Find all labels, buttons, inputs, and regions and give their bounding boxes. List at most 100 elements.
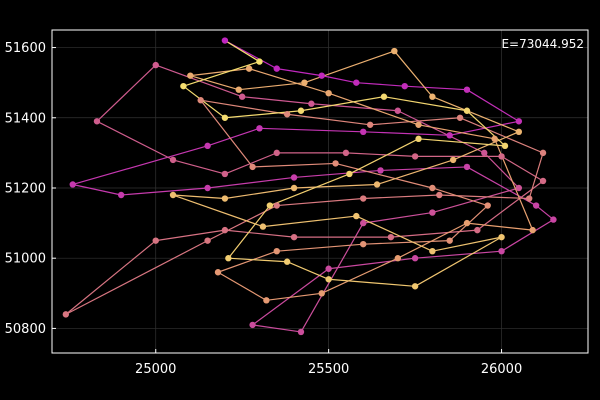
tour-point bbox=[515, 118, 523, 125]
tour-segment bbox=[370, 117, 461, 126]
tour-segment bbox=[228, 257, 288, 263]
tour-segment bbox=[432, 187, 520, 214]
tour-point bbox=[197, 97, 204, 104]
tour-point bbox=[515, 184, 523, 192]
tour-point bbox=[225, 255, 232, 262]
tour-point bbox=[235, 86, 242, 93]
tour-point bbox=[245, 65, 253, 72]
tour-point bbox=[429, 209, 436, 216]
tour-point bbox=[484, 202, 491, 209]
tour-segment bbox=[397, 110, 485, 154]
tour-point bbox=[283, 111, 291, 118]
tour-segment bbox=[363, 194, 440, 200]
tour-segment bbox=[190, 75, 239, 91]
tour-segment bbox=[397, 222, 468, 259]
tour-segment bbox=[121, 187, 208, 196]
tour-point bbox=[353, 79, 360, 86]
x-tick-label: 25500 bbox=[308, 362, 349, 377]
tour-segment bbox=[356, 215, 433, 252]
tour-point bbox=[308, 100, 315, 107]
tour-segment bbox=[276, 197, 364, 207]
tour-point bbox=[401, 82, 408, 90]
tour-segment bbox=[96, 64, 157, 122]
tour-point bbox=[93, 118, 101, 125]
tour-segment bbox=[224, 229, 295, 238]
tour-point bbox=[529, 226, 536, 234]
tour-point bbox=[325, 276, 332, 283]
tour-segment bbox=[300, 96, 385, 112]
tour-point bbox=[366, 121, 374, 128]
tour-segment bbox=[432, 187, 488, 207]
tour-point bbox=[273, 149, 280, 157]
tour-point bbox=[360, 195, 367, 202]
tour-point bbox=[332, 160, 339, 167]
y-tick-label: 51000 bbox=[5, 252, 46, 267]
tour-segment bbox=[528, 152, 544, 199]
tour-point bbox=[69, 181, 76, 188]
tour-segment bbox=[311, 103, 398, 112]
tour-segment bbox=[383, 96, 468, 112]
tour-point bbox=[263, 297, 270, 304]
tour-point bbox=[391, 47, 398, 55]
y-tick-label: 50800 bbox=[5, 322, 46, 337]
tour-segment bbox=[269, 173, 350, 207]
tour-point bbox=[474, 226, 481, 234]
tour-point bbox=[221, 195, 229, 202]
tour-point bbox=[266, 202, 274, 209]
tour-point bbox=[273, 202, 280, 209]
tour-lines bbox=[65, 40, 554, 333]
tour-point bbox=[373, 181, 381, 188]
tour-point bbox=[214, 269, 222, 276]
tour-point bbox=[318, 290, 325, 297]
tour-point bbox=[152, 61, 159, 69]
tour-points bbox=[62, 37, 557, 336]
tour-point bbox=[539, 177, 547, 185]
plot-frame bbox=[51, 29, 589, 354]
tour-segment bbox=[207, 176, 295, 189]
tour-segment bbox=[304, 50, 395, 84]
tour-segment bbox=[349, 138, 419, 175]
tour-point bbox=[259, 223, 267, 230]
tour-segment bbox=[217, 271, 267, 301]
tour-segment bbox=[183, 61, 260, 87]
tour-point bbox=[394, 255, 402, 262]
tour-segment bbox=[155, 229, 225, 242]
tour-segment bbox=[345, 152, 416, 157]
x-tick-label: 26000 bbox=[481, 362, 522, 377]
tour-point bbox=[377, 167, 384, 174]
tour-segment bbox=[238, 82, 305, 91]
tour-point bbox=[301, 79, 308, 86]
tour-segment bbox=[335, 162, 433, 189]
tour-segment bbox=[439, 194, 530, 200]
tour-segment bbox=[276, 68, 322, 77]
tour-point bbox=[463, 163, 471, 171]
tour-segment bbox=[72, 183, 122, 196]
tour-point bbox=[290, 233, 298, 241]
tour-segment bbox=[328, 257, 416, 270]
tour-point bbox=[221, 37, 229, 44]
tour-point bbox=[411, 153, 419, 160]
tour-point bbox=[429, 184, 436, 192]
tour-segment bbox=[65, 240, 157, 315]
tour-point bbox=[169, 156, 177, 164]
tour-point bbox=[283, 258, 291, 265]
tour-point bbox=[238, 93, 246, 100]
y-tick-label: 51400 bbox=[5, 111, 46, 126]
tour-segment bbox=[266, 292, 322, 301]
tour-point bbox=[463, 107, 471, 114]
tour-point bbox=[169, 191, 177, 199]
tour-segment bbox=[183, 85, 226, 119]
tour-segment bbox=[200, 99, 288, 115]
tour-point bbox=[325, 89, 332, 97]
tour-point bbox=[117, 191, 125, 199]
tour-segment bbox=[356, 82, 405, 87]
tour-segment bbox=[363, 131, 450, 136]
tour-point bbox=[446, 132, 453, 139]
tour-point bbox=[415, 121, 422, 128]
tour-segment bbox=[262, 215, 357, 228]
tour-point bbox=[498, 247, 505, 255]
tour-segment bbox=[459, 117, 544, 154]
tour-segment bbox=[276, 243, 364, 252]
tour-point bbox=[463, 219, 471, 227]
